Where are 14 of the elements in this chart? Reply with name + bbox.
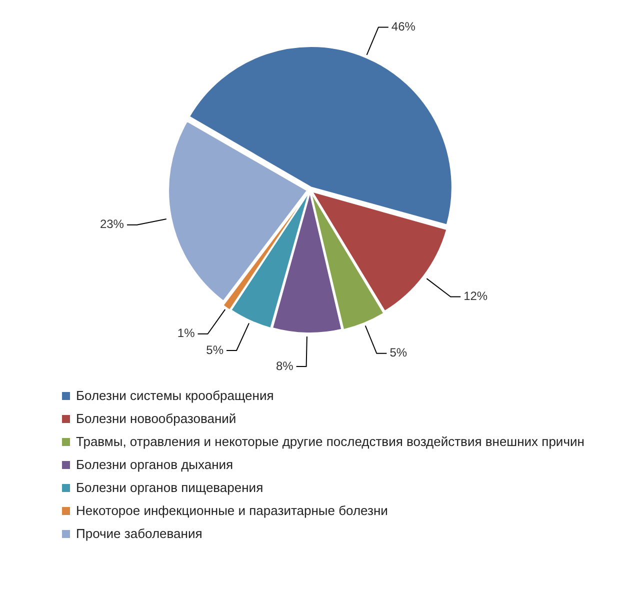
legend-label: Болезни системы крообращения [76,388,274,403]
data-label: 12% [464,289,488,304]
legend-label: Некоторое инфекционные и паразитарные болезни [76,503,388,518]
legend-label: Болезни органов дыхания [76,457,234,472]
legend-label: Прочие заболевания [76,526,202,541]
data-label: 5% [206,342,224,357]
data-label: 23% [100,217,124,232]
data-label: 46% [391,20,416,34]
legend-label: Болезни новообразований [76,411,236,426]
data-label: 1% [177,326,196,340]
data-label: 8% [276,358,294,373]
legend-label: Болезни органов пищеварения [76,480,264,495]
data-label: 5% [390,346,408,360]
legend-label: Травмы, отравления и некоторые другие последствия воздействия внешних причин [76,434,584,449]
